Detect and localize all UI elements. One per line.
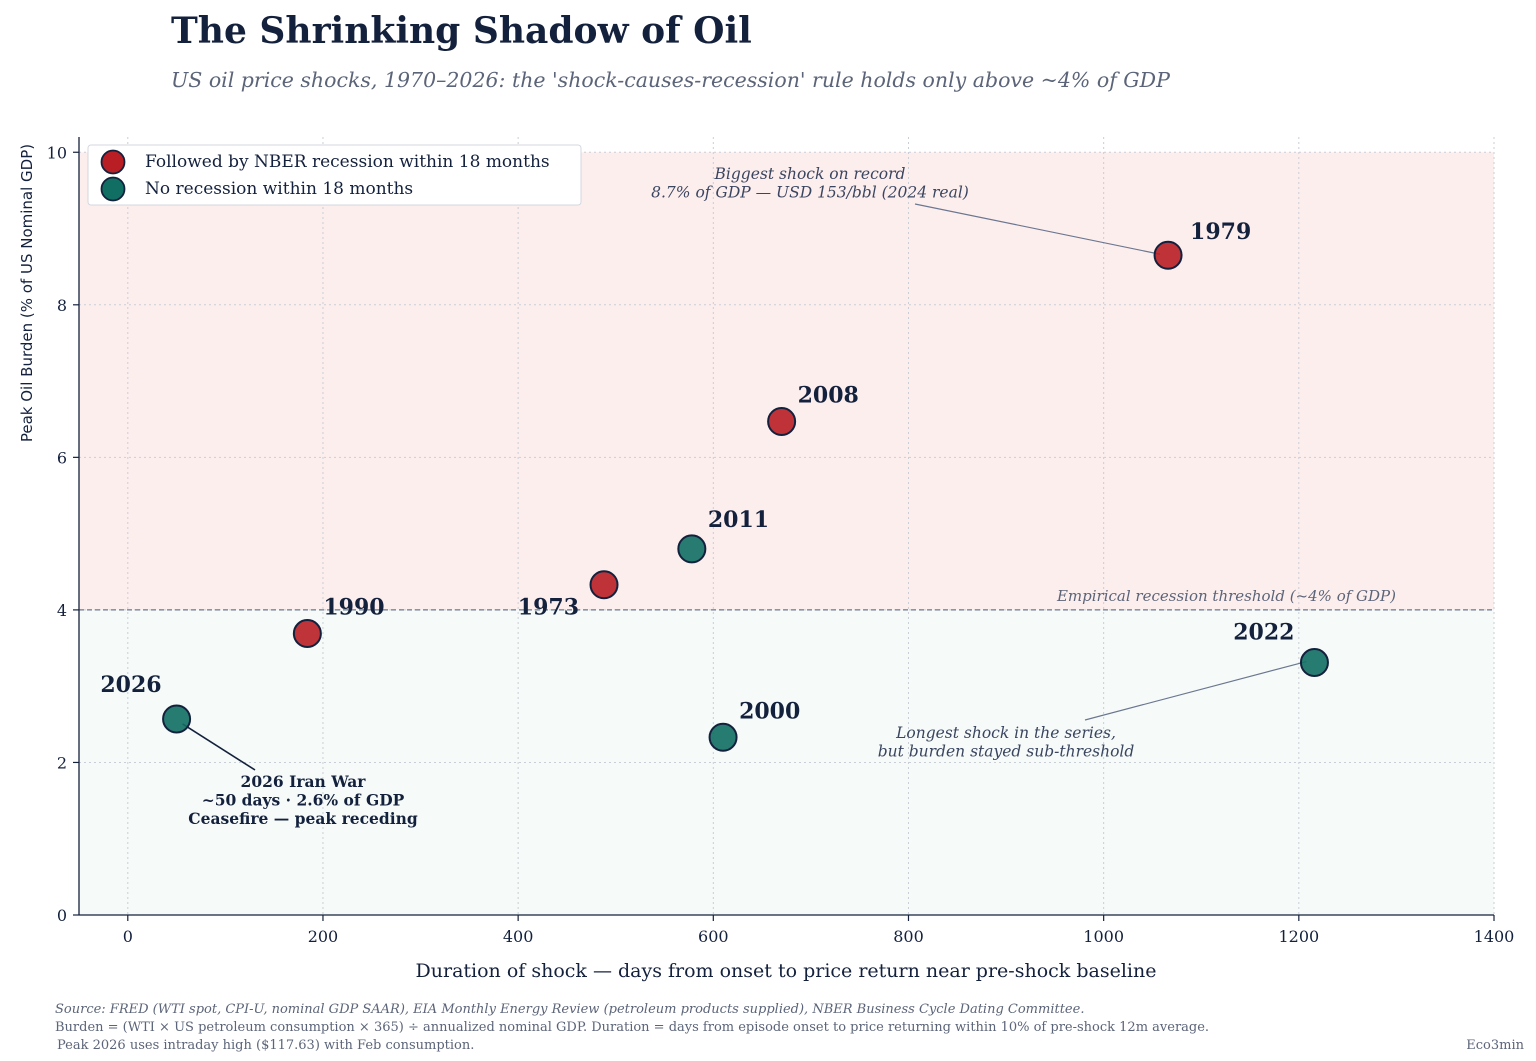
annotation-text-2026: Ceasefire — peak receding: [188, 809, 418, 828]
data-points: [162, 240, 1329, 752]
point-label-1979: 1979: [1190, 219, 1251, 245]
annotation-text-2026: ~50 days · 2.6% of GDP: [202, 791, 405, 810]
threshold-label: Empirical recession threshold (~4% of GD…: [1056, 587, 1396, 605]
x-tick-label: 1000: [1083, 927, 1124, 946]
y-tick-label: 0: [57, 906, 67, 925]
footer-note: Peak 2026 uses intraday high ($117.63) w…: [57, 1038, 475, 1053]
x-tick-label: 0: [123, 927, 133, 946]
point-2022: [1299, 648, 1329, 678]
scatter-chart: Empirical recession threshold (~4% of GD…: [18, 137, 1515, 982]
chart-subtitle: US oil price shocks, 1970–2026: the 'sho…: [171, 68, 1170, 92]
point-label-2022: 2022: [1233, 620, 1294, 646]
point-1990: [292, 619, 322, 649]
footer-brand: Eco3min: [1466, 1038, 1524, 1053]
x-tick-label: 400: [503, 927, 534, 946]
legend-marker-recession: [100, 149, 126, 175]
legend-frame: [87, 144, 582, 206]
point-1979: [1153, 240, 1183, 270]
annotation-connector-2022: [1084, 660, 1307, 721]
point-2008: [767, 407, 797, 437]
legend: Followed by NBER recession within 18 mon…: [87, 144, 582, 206]
point-label-1973: 1973: [518, 595, 579, 621]
x-tick-label: 200: [308, 927, 339, 946]
annotation-text-2022: but burden stayed sub-threshold: [878, 743, 1135, 761]
point-labels: 1979 2008 2011 1973 1990 2026 2000 2022: [100, 219, 1294, 724]
x-tick-label: 800: [893, 927, 924, 946]
y-tick-label: 4: [57, 601, 67, 620]
safe-zone: [79, 609, 1494, 915]
annotation-connector-1979: [914, 203, 1161, 255]
y-tick-label: 2: [57, 753, 67, 772]
point-label-2008: 2008: [798, 383, 859, 409]
point-2011: [677, 534, 707, 564]
annotation-text-1979: Biggest shock on record: [714, 165, 906, 183]
chart-axes: 0 200 400 600 800 1000 1200 1400 0 2 4 6 8 10: [47, 137, 1515, 946]
annotation-text-2026: 2026 Iran War: [241, 772, 367, 791]
chart-zones: [79, 152, 1494, 915]
point-1973: [589, 570, 619, 600]
annotation-connector-2026: [182, 723, 256, 771]
threshold-line-group: Empirical recession threshold (~4% of GD…: [79, 587, 1494, 611]
annotation-text-1979: 8.7% of GDP — USD 153/bbl (2024 real): [651, 184, 969, 202]
recession-zone: [79, 152, 1494, 610]
annotation-text-2022: Longest shock in the series,: [895, 724, 1116, 742]
x-tick-label: 1400: [1474, 927, 1515, 946]
y-tick-label: 10: [47, 143, 67, 162]
point-label-2000: 2000: [739, 698, 800, 724]
y-axis-label: Peak Oil Burden (% of US Nominal GDP): [18, 144, 36, 442]
x-tick-label: 600: [698, 927, 729, 946]
annotation-connectors: [182, 203, 1307, 771]
x-tick-label: 1200: [1278, 927, 1319, 946]
legend-marker-no-recession: [100, 176, 126, 202]
footer-method: Burden = (WTI × US petroleum consumption…: [55, 1020, 1210, 1035]
chart-title: The Shrinking Shadow of Oil: [171, 10, 752, 52]
x-axis-label: Duration of shock — days from onset to p…: [416, 960, 1157, 982]
y-tick-label: 6: [57, 448, 67, 467]
point-2000: [708, 722, 738, 752]
legend-label-no-recession: No recession within 18 months: [145, 179, 413, 199]
legend-label-recession: Followed by NBER recession within 18 mon…: [145, 152, 550, 172]
point-2026: [162, 704, 192, 734]
y-tick-label: 8: [57, 296, 67, 315]
point-label-2011: 2011: [708, 507, 769, 533]
footer-source: Source: FRED (WTI spot, CPI-U, nominal G…: [55, 1002, 1085, 1017]
point-label-2026: 2026: [100, 672, 161, 698]
point-label-1990: 1990: [323, 595, 384, 621]
